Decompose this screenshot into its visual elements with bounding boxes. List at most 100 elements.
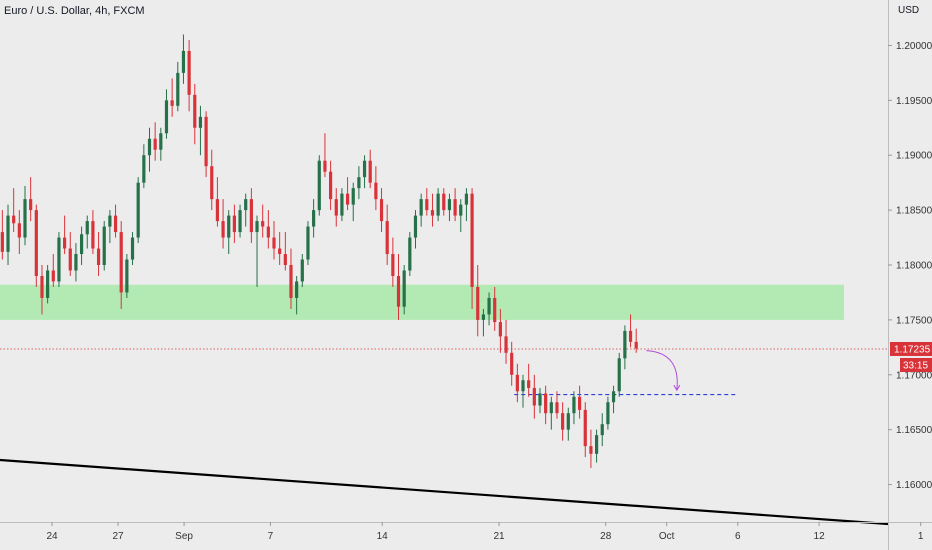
y-tick-label: 1.17500	[896, 315, 932, 326]
candle	[289, 248, 293, 309]
x-tick-label: 14	[377, 531, 389, 542]
candle	[63, 215, 67, 255]
candle	[419, 193, 423, 227]
countdown-label: 33:15	[903, 360, 928, 371]
candle	[498, 308, 502, 353]
candle	[102, 221, 106, 271]
candle	[589, 429, 593, 469]
forecast-arrow	[646, 350, 678, 391]
candle	[391, 237, 395, 287]
candle	[147, 127, 152, 172]
candle	[464, 188, 469, 222]
current-price-badge	[890, 341, 932, 356]
candle	[215, 177, 220, 227]
x-tick-label: 6	[735, 531, 741, 542]
x-tick-label: 28	[600, 531, 612, 542]
candle	[261, 204, 265, 238]
y-tick-label: 1.17000	[896, 370, 932, 381]
candle	[198, 105, 203, 156]
x-tick-label: 12	[814, 531, 826, 542]
candle	[600, 413, 604, 447]
candle	[29, 177, 33, 222]
candle	[487, 292, 491, 326]
forecast-arrow-head	[673, 384, 681, 392]
candle	[283, 232, 287, 271]
candle	[521, 374, 525, 408]
candle	[447, 193, 452, 222]
y-tick-label: 1.19500	[896, 96, 932, 107]
candle	[583, 402, 587, 458]
candle	[249, 188, 253, 244]
y-tick-label: 1.20000	[896, 41, 932, 52]
candle	[385, 204, 389, 265]
candle	[323, 133, 327, 178]
candle	[340, 188, 344, 222]
candle	[504, 319, 508, 364]
candle	[408, 232, 412, 276]
candle	[634, 328, 638, 353]
candle	[130, 232, 135, 265]
candle	[510, 341, 514, 386]
candle	[68, 232, 72, 276]
candle	[159, 127, 163, 161]
candle	[470, 188, 474, 309]
candle	[357, 166, 361, 200]
candle	[544, 385, 548, 425]
trendline	[0, 458, 889, 526]
candle	[396, 254, 401, 320]
x-tick-label: 21	[493, 531, 505, 542]
candle	[561, 402, 565, 441]
chart-title: Euro / U.S. Dollar, 4h, FXCM	[4, 5, 145, 17]
candle	[459, 199, 463, 233]
candle	[153, 122, 157, 161]
x-tick-label: 24	[46, 531, 58, 542]
candle	[181, 34, 186, 84]
candle	[6, 204, 10, 265]
candle	[85, 215, 89, 249]
y-tick-label: 1.16500	[896, 425, 932, 436]
candle	[312, 199, 316, 238]
candle	[362, 155, 367, 189]
candle	[515, 363, 519, 403]
candle	[594, 429, 599, 463]
candle	[125, 254, 129, 298]
candle	[266, 210, 270, 249]
candle	[221, 199, 225, 249]
candle	[413, 210, 418, 249]
candle	[278, 232, 282, 265]
candle	[532, 374, 536, 419]
y-tick-label: 1.18000	[896, 261, 932, 272]
candle	[623, 325, 627, 370]
candle	[578, 385, 582, 419]
candle	[611, 385, 616, 414]
current-price-label: 1.17235	[894, 344, 931, 355]
candle	[255, 215, 259, 287]
candle	[232, 204, 236, 244]
candle	[572, 391, 576, 425]
candle	[481, 308, 485, 337]
candle	[379, 188, 384, 233]
candle	[23, 185, 27, 246]
candle	[210, 149, 214, 211]
candle	[113, 204, 118, 238]
candle	[527, 363, 531, 397]
candle	[436, 188, 440, 222]
candle	[108, 210, 112, 244]
currency-label: USD	[898, 5, 920, 16]
countdown-badge	[900, 357, 932, 372]
candle	[176, 61, 180, 112]
candle	[40, 265, 44, 315]
x-tick-label: 27	[112, 531, 124, 542]
support-zone	[0, 284, 844, 320]
candle	[538, 387, 542, 414]
x-tick-label: 1	[918, 531, 924, 542]
candle	[238, 204, 242, 238]
candle	[0, 210, 4, 260]
candle	[300, 254, 304, 287]
candle	[317, 155, 321, 216]
candle	[17, 210, 21, 255]
candle	[351, 182, 355, 222]
candle	[79, 226, 84, 265]
candle	[96, 232, 101, 276]
